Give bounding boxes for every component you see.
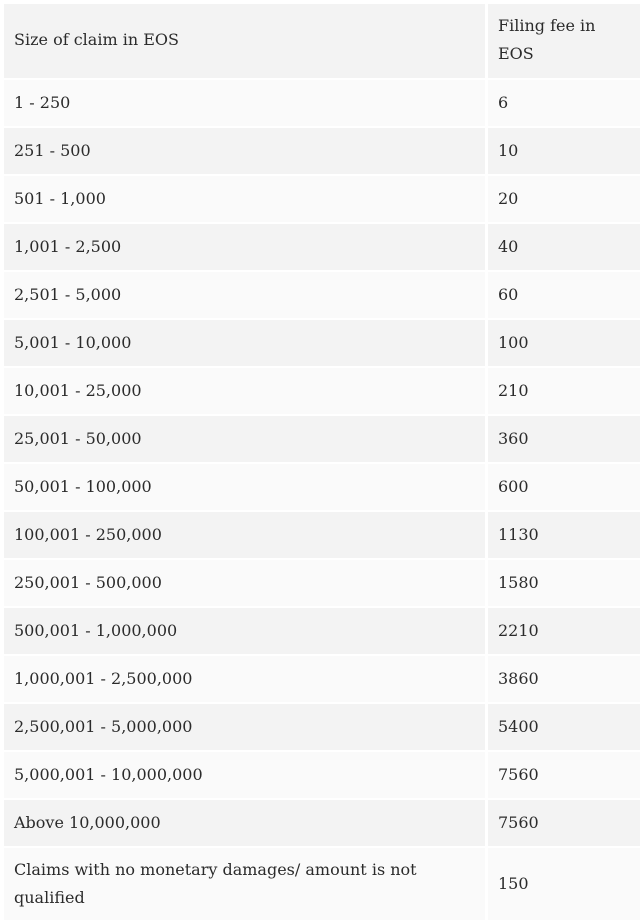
claim-size-cell: 2,500,001 - 5,000,000: [4, 704, 488, 752]
filing-fee-cell: 150: [498, 874, 529, 893]
table-row: 100,001 - 250,000 1130: [4, 512, 640, 560]
filing-fee-cell: 1580: [488, 560, 640, 608]
claim-size-cell: 25,001 - 50,000: [4, 416, 488, 464]
filing-fee-cell: 210: [488, 368, 640, 416]
filing-fee-cell: 3860: [488, 656, 640, 704]
table-row: 25,001 - 50,000 360: [4, 416, 640, 464]
table-row: 1,000,001 - 2,500,000 3860: [4, 656, 640, 704]
table-row: 5,001 - 10,000 100: [4, 320, 640, 368]
claim-size-cell: 2,501 - 5,000: [4, 272, 488, 320]
filing-fee-table: Size of claim in EOS Filing fee in EOS 1…: [4, 4, 640, 920]
claim-size-cell: Above 10,000,000: [4, 800, 488, 848]
filing-fee-cell: 6: [488, 80, 640, 128]
table-body: 1 - 250 6 251 - 500 10 501 - 1,000 20 1,001 - …: [4, 80, 640, 920]
filing-fee-cell: 40: [488, 224, 640, 272]
table-row: Above 10,000,000 7560: [4, 800, 640, 848]
column-header-claim-size-label: Size of claim in EOS: [14, 30, 179, 49]
filing-fee-cell: 600: [488, 464, 640, 512]
column-header-filing-fee-label: Filing fee in EOS: [498, 16, 596, 63]
claim-size-cell: 1,000,001 - 2,500,000: [4, 656, 488, 704]
filing-fee-cell: 60: [488, 272, 640, 320]
table-row: 5,000,001 - 10,000,000 7560: [4, 752, 640, 800]
column-header-claim-size: Size of claim in EOS: [4, 4, 488, 80]
table-row: Claims with no monetary damages/ amount …: [4, 848, 640, 920]
filing-fee-cell: 1130: [488, 512, 640, 560]
table-row: 250,001 - 500,000 1580: [4, 560, 640, 608]
table-header-row: Size of claim in EOS Filing fee in EOS: [4, 4, 640, 80]
claim-size-cell: 251 - 500: [4, 128, 488, 176]
table-row: 2,501 - 5,000 60: [4, 272, 640, 320]
table-row: 10,001 - 25,000 210: [4, 368, 640, 416]
claim-size-cell: Claims with no monetary damages/ amount …: [4, 848, 488, 920]
claim-size-cell: 100,001 - 250,000: [4, 512, 488, 560]
claim-size-cell: 1 - 250: [4, 80, 488, 128]
claim-size-cell: 5,001 - 10,000: [4, 320, 488, 368]
table-row: 1,001 - 2,500 40: [4, 224, 640, 272]
claim-size-cell: 1,001 - 2,500: [4, 224, 488, 272]
claim-size-cell: 5,000,001 - 10,000,000: [4, 752, 488, 800]
table-row: 2,500,001 - 5,000,000 5400: [4, 704, 640, 752]
column-header-filing-fee: Filing fee in EOS: [488, 4, 640, 80]
claim-size-cell: 250,001 - 500,000: [4, 560, 488, 608]
filing-fee-cell: 360: [488, 416, 640, 464]
table-row: 501 - 1,000 20: [4, 176, 640, 224]
filing-fee-cell: 20: [488, 176, 640, 224]
filing-fee-cell: 2210: [488, 608, 640, 656]
table-row: 500,001 - 1,000,000 2210: [4, 608, 640, 656]
claim-size-cell: 500,001 - 1,000,000: [4, 608, 488, 656]
filing-fee-cell: 7560: [488, 752, 640, 800]
claim-size-cell: 10,001 - 25,000: [4, 368, 488, 416]
claim-size-cell: 501 - 1,000: [4, 176, 488, 224]
filing-fee-cell: 5400: [488, 704, 640, 752]
claim-size-cell: 50,001 - 100,000: [4, 464, 488, 512]
filing-fee-cell: 10: [488, 128, 640, 176]
table-row: 50,001 - 100,000 600: [4, 464, 640, 512]
filing-fee-cell: 100: [488, 320, 640, 368]
filing-fee-cell: 7560: [488, 800, 640, 848]
table-row: 251 - 500 10: [4, 128, 640, 176]
table-row: 1 - 250 6: [4, 80, 640, 128]
